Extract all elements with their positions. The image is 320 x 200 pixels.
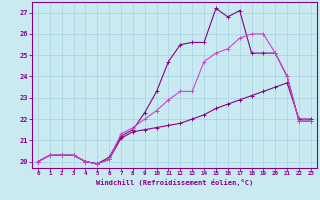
X-axis label: Windchill (Refroidissement éolien,°C): Windchill (Refroidissement éolien,°C) (96, 179, 253, 186)
